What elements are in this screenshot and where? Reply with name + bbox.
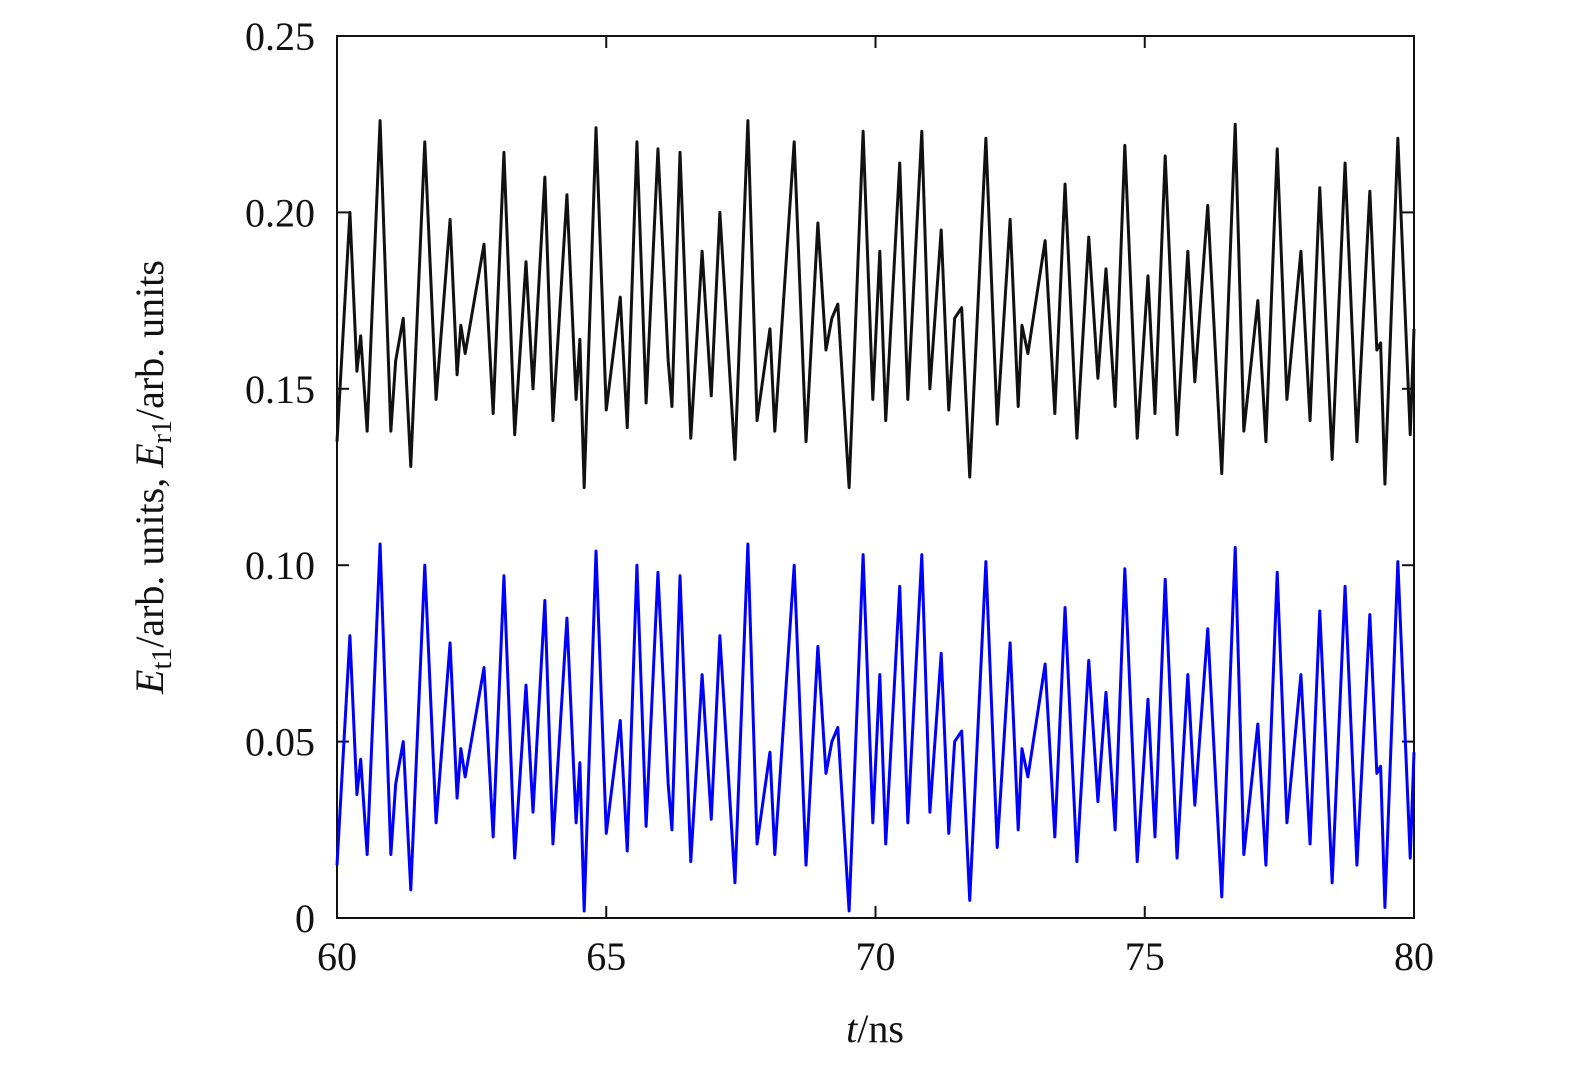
y-tick-label: 0.10: [245, 543, 315, 588]
y-label-part: t1: [147, 648, 178, 670]
y-label-part: r1: [147, 420, 178, 443]
y-label-part: /arb. units: [127, 260, 172, 420]
y-tick-label: 0.15: [245, 367, 315, 412]
x-label-part: t: [846, 1006, 858, 1051]
data-line: [335, 542, 1416, 913]
y-tick-label: 0: [295, 896, 315, 941]
x-tick-label: 80: [1394, 934, 1434, 979]
y-label-part: E: [127, 670, 172, 695]
x-axis-label: t/ns: [846, 1006, 904, 1051]
x-tick-label: 75: [1125, 934, 1165, 979]
x-tick-label: 70: [856, 934, 896, 979]
x-label-part: /ns: [857, 1006, 904, 1051]
y-tick-label: 0.05: [245, 720, 315, 765]
y-label-part: /arb. units,: [127, 468, 172, 648]
y-label-part: E: [127, 443, 172, 468]
x-tick-label: 65: [586, 934, 626, 979]
data-line: [335, 119, 1416, 490]
y-tick-label: 0.20: [245, 190, 315, 235]
y-axis-label: Et1/arb. units, Er1/arb. units: [127, 260, 178, 695]
y-tick-label: 0.25: [245, 14, 315, 59]
x-tick-label: 60: [317, 934, 357, 979]
